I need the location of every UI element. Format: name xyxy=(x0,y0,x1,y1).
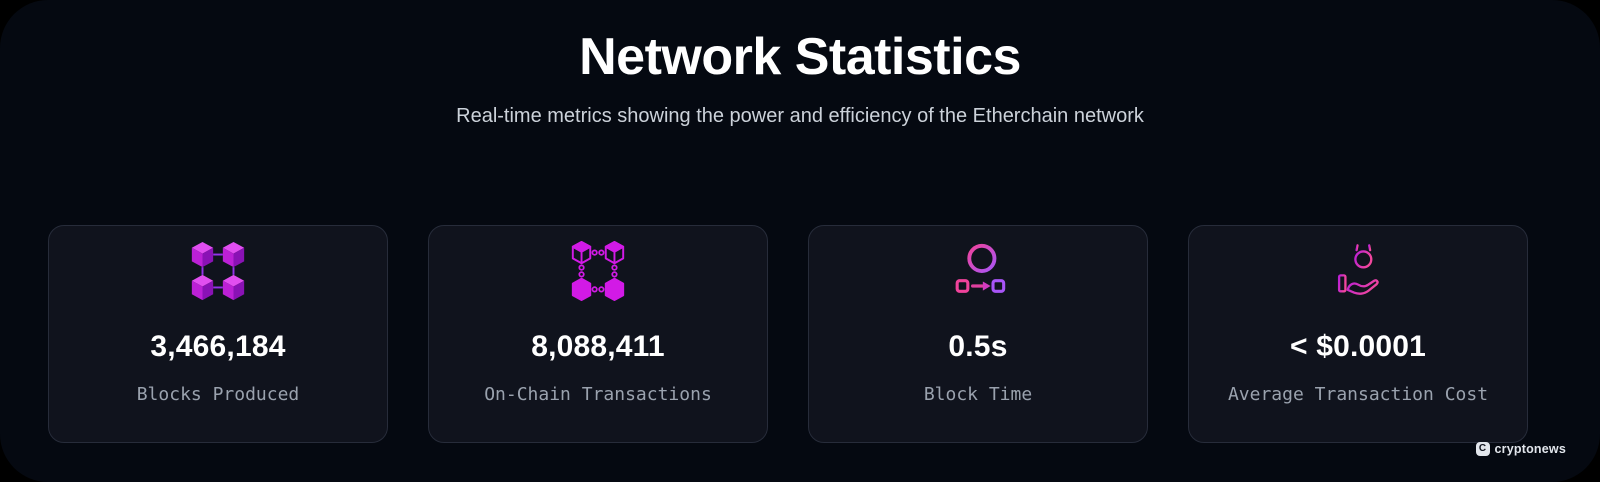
stat-card-onchain-transactions: 8,088,411 On-Chain Transactions xyxy=(428,225,768,443)
cryptonews-logo-icon: C xyxy=(1475,442,1490,456)
coin-in-hand-icon xyxy=(1327,240,1389,302)
stat-value: 3,466,184 xyxy=(150,330,286,363)
header: Network Statistics Real-time metrics sho… xyxy=(0,0,1600,130)
page-subtitle: Real-time metrics showing the power and … xyxy=(456,105,1144,127)
stat-card-blocks-produced: 3,466,184 Blocks Produced xyxy=(48,225,388,443)
stats-card-row: 3,466,184 Blocks Produced xyxy=(48,225,1528,443)
stat-value: 0.5s xyxy=(948,330,1008,363)
linked-cubes-icon xyxy=(567,240,629,302)
stat-value: < $0.0001 xyxy=(1289,330,1427,363)
stat-value: 8,088,411 xyxy=(531,330,665,363)
stat-card-block-time: 0.5s Block Time xyxy=(808,225,1148,443)
block-time-clock-icon xyxy=(947,240,1009,302)
stat-label: Average Transaction Cost xyxy=(1227,384,1489,405)
stat-label: Block Time xyxy=(923,384,1033,405)
page-title: Network Statistics xyxy=(579,28,1021,86)
blockchain-cubes-icon xyxy=(187,240,249,302)
watermark-brand: cryptonews xyxy=(1494,442,1566,456)
stat-label: On-Chain Transactions xyxy=(484,384,712,405)
stat-card-avg-transaction-cost: < $0.0001 Average Transaction Cost xyxy=(1188,225,1528,443)
watermark: C cryptonews xyxy=(1475,442,1566,456)
stat-label: Blocks Produced xyxy=(136,384,300,405)
